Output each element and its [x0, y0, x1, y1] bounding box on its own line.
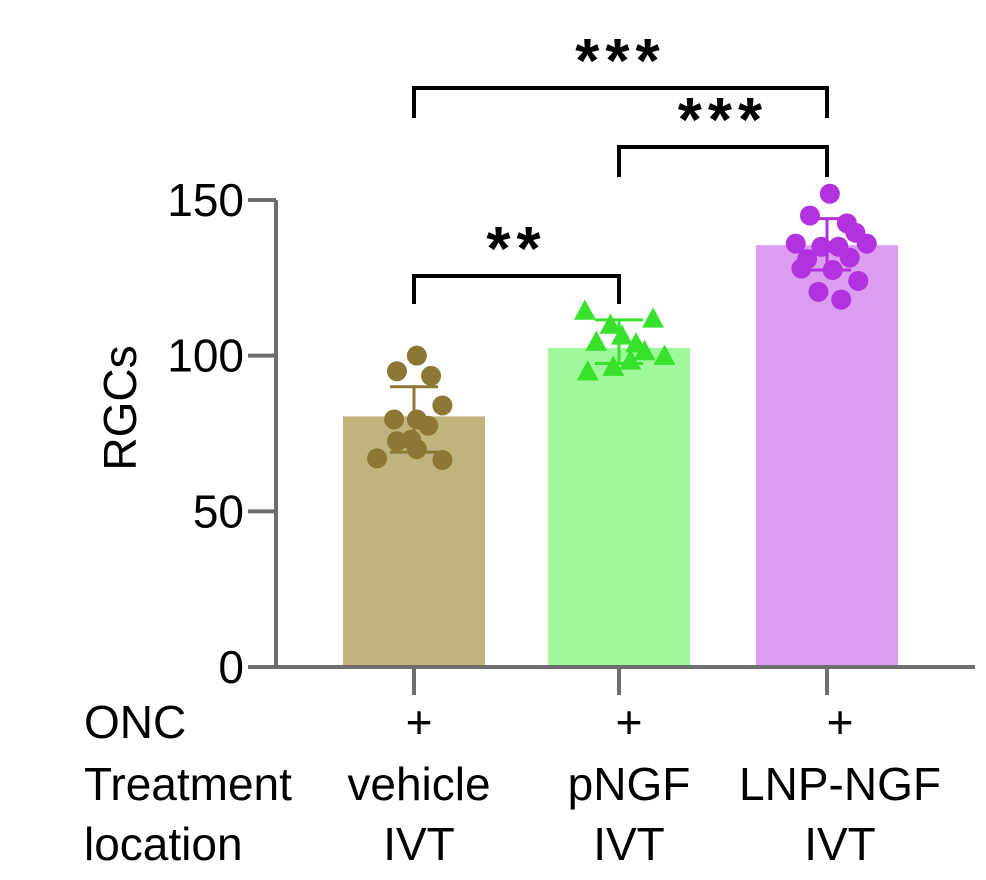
data-point-vehicle-8 — [418, 415, 439, 436]
data-point-vehicle-4 — [432, 395, 453, 416]
data-point-lnp-ngf-13 — [808, 281, 829, 302]
location-lnp-ngf: IVT — [804, 818, 876, 870]
treatment-pngf: pNGF — [568, 758, 691, 810]
y-axis-label: RGCs — [94, 345, 146, 470]
data-point-lnp-ngf-11 — [822, 260, 843, 281]
bars-layer — [343, 245, 898, 668]
data-point-lnp-ngf-2 — [799, 205, 820, 226]
data-point-lnp-ngf-9 — [839, 247, 860, 268]
data-point-pngf-8 — [602, 355, 625, 376]
data-point-pngf-4 — [610, 324, 633, 345]
data-point-pngf-5 — [585, 330, 608, 351]
data-point-pngf-3 — [599, 313, 622, 334]
data-point-pngf-7 — [653, 344, 676, 365]
row-label-location: location — [84, 818, 243, 870]
data-point-pngf-9 — [576, 360, 599, 381]
data-point-lnp-ngf-12 — [848, 270, 869, 291]
data-point-pngf-2 — [642, 307, 665, 328]
row-label-treatment: Treatment — [84, 758, 292, 810]
data-point-vehicle-3 — [421, 365, 442, 386]
bar-pngf — [548, 347, 690, 667]
data-point-lnp-ngf-1 — [819, 183, 840, 204]
data-point-lnp-ngf-8 — [811, 236, 832, 257]
data-point-pngf-1 — [573, 299, 596, 320]
data-point-pngf-10 — [619, 349, 642, 370]
condition-table: ONC Treatment location + + + vehicle pNGF LNP-NG… — [84, 696, 941, 870]
onc-value-lnp-ngf: + — [827, 696, 854, 748]
data-point-vehicle-5 — [384, 409, 405, 430]
significance-bracket-3 — [412, 274, 621, 304]
y-tick-label-50: 50 — [193, 485, 244, 537]
data-point-pngf-11 — [633, 339, 656, 361]
treatment-vehicle: vehicle — [347, 758, 490, 810]
axes-layer: 0 50 100 150 — [167, 174, 975, 695]
data-point-vehicle-10 — [406, 439, 427, 460]
data-point-lnp-ngf-5 — [856, 233, 877, 254]
significance-layer: ******** — [412, 27, 829, 304]
data-point-vehicle-1 — [406, 345, 427, 366]
location-pngf: IVT — [593, 818, 665, 870]
onc-value-pngf: + — [616, 696, 643, 748]
significance-bracket-2 — [617, 145, 829, 177]
onc-value-vehicle: + — [406, 696, 433, 748]
data-point-vehicle-12 — [432, 449, 453, 470]
data-point-lnp-ngf-15 — [791, 258, 812, 279]
data-point-lnp-ngf-6 — [785, 233, 806, 254]
data-points-layer — [367, 183, 877, 470]
y-tick-label-150: 150 — [167, 174, 244, 226]
significance-bracket-1 — [412, 86, 829, 118]
y-tick-label-100: 100 — [167, 330, 244, 382]
significance-label-3: ** — [486, 215, 546, 284]
row-label-onc: ONC — [84, 696, 186, 748]
data-point-vehicle-2 — [386, 361, 407, 382]
data-point-vehicle-11 — [367, 448, 388, 469]
significance-label-2: *** — [678, 86, 768, 155]
data-point-lnp-ngf-14 — [831, 289, 852, 310]
location-vehicle: IVT — [383, 818, 455, 870]
y-tick-label-0: 0 — [218, 641, 244, 693]
treatment-lnp-ngf: LNP-NGF — [739, 758, 941, 810]
significance-label-1: *** — [575, 27, 665, 96]
bar-lnp-ngf — [756, 245, 898, 668]
